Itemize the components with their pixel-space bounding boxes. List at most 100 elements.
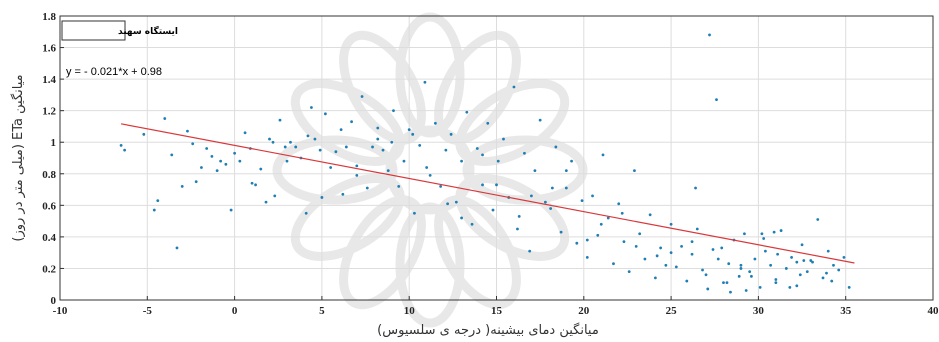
data-point xyxy=(142,132,146,136)
data-point xyxy=(444,148,448,152)
data-point xyxy=(390,140,394,144)
data-point xyxy=(585,256,589,259)
x-tick-label: -10 xyxy=(53,305,68,317)
data-point xyxy=(339,128,343,132)
legend-box: ایستگاه سهند xyxy=(61,20,178,41)
data-point xyxy=(743,232,746,236)
data-point xyxy=(674,265,678,269)
data-point xyxy=(423,80,427,84)
data-point xyxy=(825,271,828,275)
data-point xyxy=(847,285,851,289)
x-axis: -10 -5 0 5 10 15 20 25 30 35 40 xyxy=(53,296,939,317)
x-tick-label: 20 xyxy=(578,305,590,317)
data-point xyxy=(617,202,621,206)
data-point xyxy=(496,159,500,163)
data-point xyxy=(737,274,741,278)
data-point xyxy=(371,145,374,149)
data-point xyxy=(585,238,589,242)
data-point xyxy=(460,159,463,163)
data-point xyxy=(402,159,406,163)
legend-label: ایستگاه سهند xyxy=(118,25,178,37)
data-point xyxy=(716,257,720,261)
data-point xyxy=(643,257,647,261)
data-point xyxy=(425,166,429,169)
data-point xyxy=(591,194,594,198)
y-tick-label: 1.2 xyxy=(42,106,56,118)
data-point xyxy=(690,252,694,256)
data-point xyxy=(800,243,804,247)
data-point xyxy=(805,270,809,273)
data-point xyxy=(725,281,729,285)
data-point xyxy=(744,289,748,292)
data-point xyxy=(809,259,813,262)
data-point xyxy=(550,186,554,190)
data-point xyxy=(580,199,584,203)
data-point xyxy=(313,137,317,141)
x-tick-label: 35 xyxy=(840,305,852,317)
data-point xyxy=(528,249,532,253)
data-point xyxy=(381,148,385,152)
data-point xyxy=(795,260,799,264)
data-point xyxy=(376,126,380,130)
data-point xyxy=(575,241,579,245)
data-point xyxy=(304,211,308,215)
data-point xyxy=(283,145,287,149)
data-point xyxy=(753,257,757,261)
data-point xyxy=(795,284,799,288)
data-point xyxy=(549,207,553,210)
data-point xyxy=(711,248,715,251)
data-point xyxy=(779,229,783,232)
data-point xyxy=(365,186,369,190)
data-point xyxy=(152,208,156,212)
data-point xyxy=(407,128,411,132)
data-point xyxy=(428,173,432,177)
data-point xyxy=(776,252,780,256)
data-point xyxy=(259,167,263,171)
data-point xyxy=(320,196,324,199)
data-point xyxy=(706,287,710,291)
data-point xyxy=(449,132,453,136)
data-point xyxy=(163,117,167,120)
data-point xyxy=(564,169,568,173)
data-point xyxy=(200,166,203,169)
y-tick-label: 1 xyxy=(51,137,57,149)
data-point xyxy=(669,222,673,226)
data-point xyxy=(238,159,242,163)
data-points xyxy=(119,33,851,294)
data-point xyxy=(397,185,401,188)
data-point xyxy=(653,276,657,280)
data-point xyxy=(413,211,416,215)
x-tick-label: 15 xyxy=(491,305,503,317)
data-point xyxy=(334,150,338,154)
grid xyxy=(59,15,934,301)
data-point xyxy=(210,155,214,158)
data-point xyxy=(790,256,793,259)
x-tick-label: 30 xyxy=(753,305,765,317)
data-point xyxy=(722,281,725,285)
data-point xyxy=(481,183,484,187)
y-tick-label: 1.6 xyxy=(42,43,56,55)
data-point xyxy=(360,95,364,98)
data-point xyxy=(690,240,694,244)
data-point xyxy=(454,200,458,204)
data-point xyxy=(826,249,830,253)
y-axis: 0 0.2 0.4 0.6 0.8 1 1.2 1.4 1.6 1.8 xyxy=(42,11,64,307)
x-tick-label: 0 xyxy=(232,305,238,317)
x-tick-label: 5 xyxy=(319,305,325,317)
data-point xyxy=(229,208,233,212)
y-axis-title: میانگین ETa (میلی متر در روز) xyxy=(10,74,26,241)
data-point xyxy=(215,169,219,173)
data-point xyxy=(294,145,298,149)
data-point xyxy=(612,262,615,266)
data-point xyxy=(739,263,743,267)
data-point xyxy=(186,129,189,133)
data-point xyxy=(465,110,469,114)
y-tick-label: 1.8 xyxy=(42,11,56,23)
data-point xyxy=(278,118,282,122)
data-point xyxy=(271,140,275,144)
data-point xyxy=(491,208,495,212)
data-point xyxy=(310,106,313,109)
data-point xyxy=(392,109,395,113)
data-point xyxy=(481,153,484,157)
